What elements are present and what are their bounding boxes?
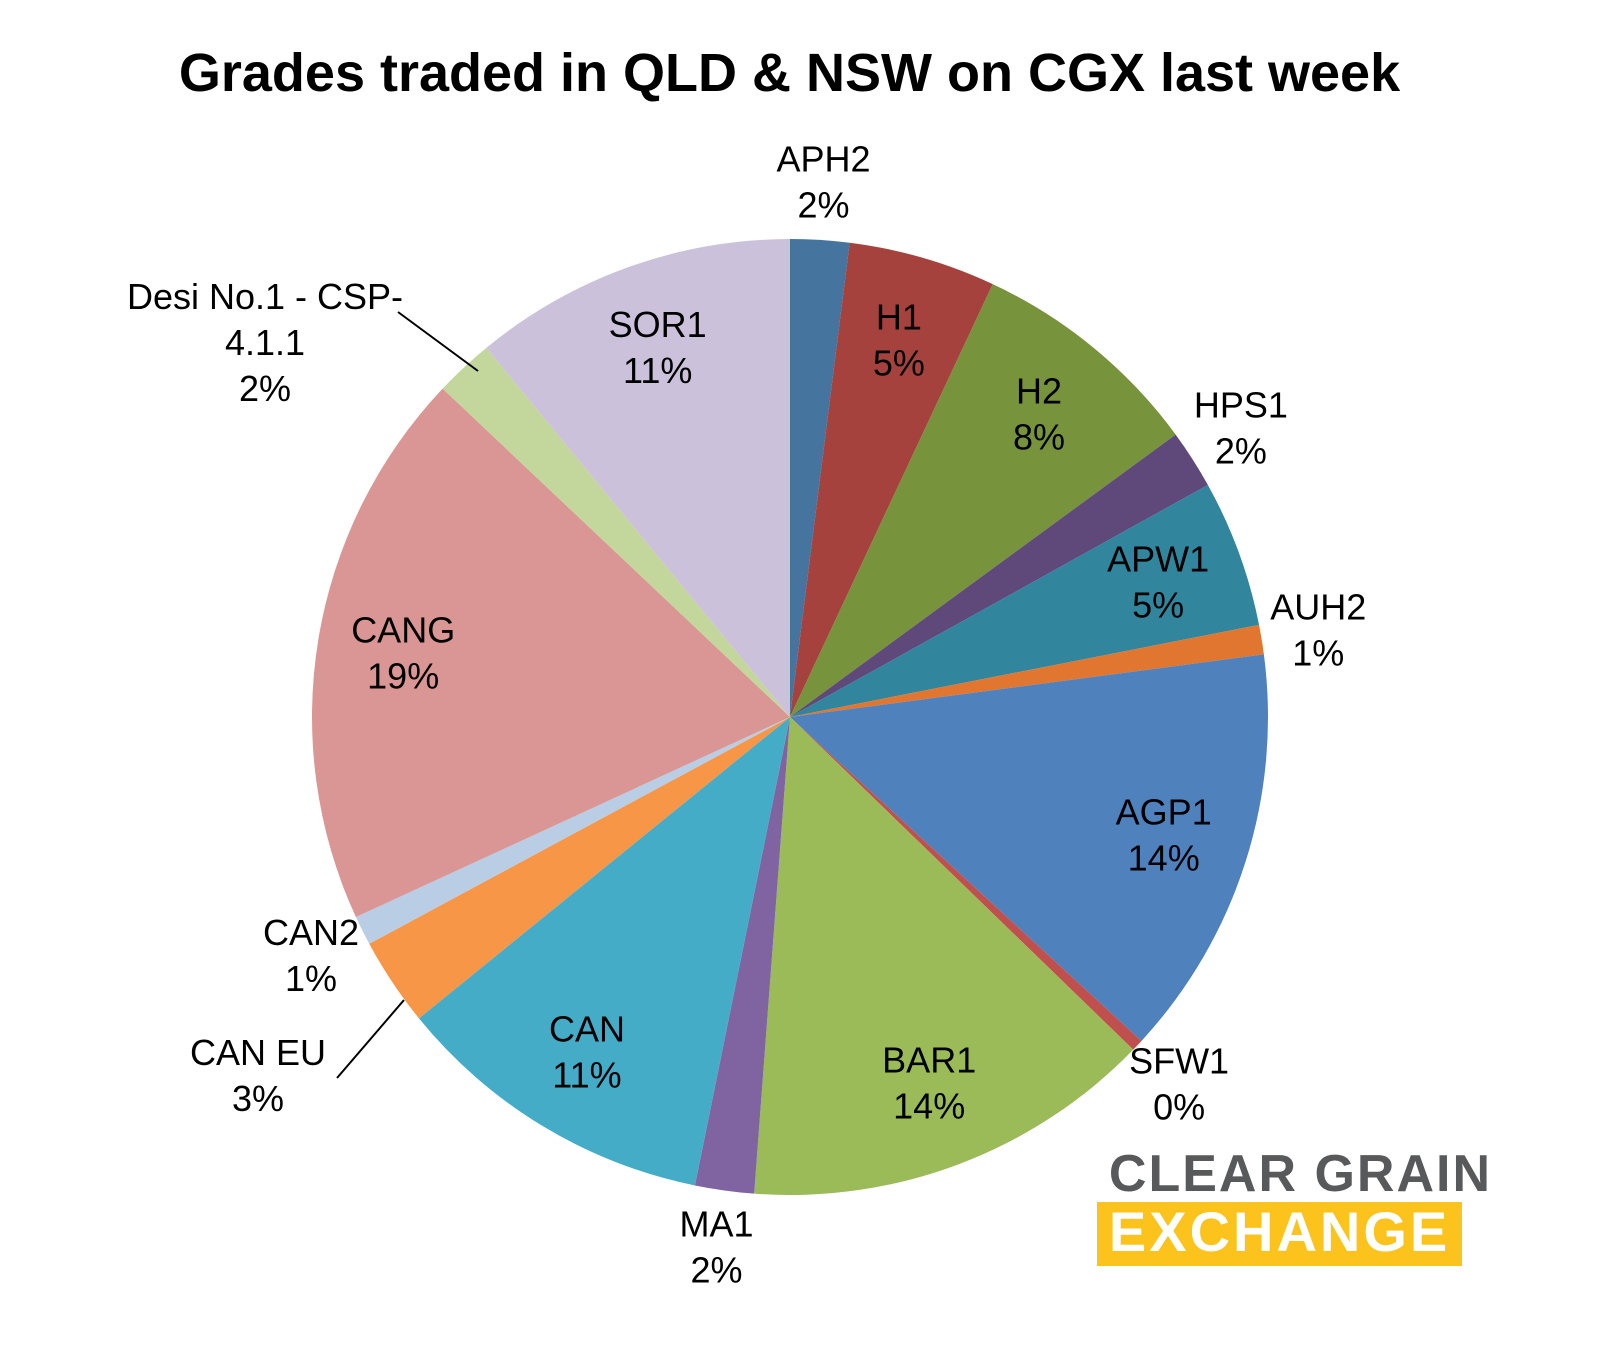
slice-label-auh2: AUH2 1% xyxy=(1270,586,1366,673)
slice-label-h1: H1 5% xyxy=(873,297,925,384)
slice-label-can2: CAN2 1% xyxy=(263,912,359,999)
pie-slice-h2 xyxy=(790,284,1176,717)
pie-slice-h1 xyxy=(790,242,993,718)
slice-label-apw1: APW1 5% xyxy=(1107,538,1209,625)
slice-label-can: CAN 11% xyxy=(549,1008,625,1095)
pie-slice-can2 xyxy=(355,717,790,944)
pie-slice-auh2 xyxy=(790,624,1264,717)
pie-slice-ma1 xyxy=(694,717,790,1194)
leader-line-desi-no-1-csp-4-1-1 xyxy=(397,311,479,372)
pie-slice-bar1 xyxy=(754,717,1134,1195)
slice-label-hps1: HPS1 2% xyxy=(1194,384,1288,471)
pie-slice-can-eu xyxy=(369,717,790,1019)
slice-label-h2: H2 8% xyxy=(1013,370,1065,457)
logo-exchange-text: EXCHANGE xyxy=(1096,1202,1463,1266)
pie-slice-desi-no-1-csp-4-1-1 xyxy=(442,347,790,717)
leader-line-can-eu xyxy=(336,999,405,1079)
slice-label-can-eu: CAN EU 3% xyxy=(190,1032,326,1119)
slice-label-agp1: AGP1 14% xyxy=(1116,791,1212,878)
slice-label-aph2: APH2 2% xyxy=(776,139,870,226)
pie-slice-sfw1 xyxy=(790,717,1142,1050)
slice-label-desi-no-1-csp-4-1-1: Desi No.1 - CSP-4.1.1 2% xyxy=(127,276,403,409)
pie-slice-sor1 xyxy=(486,239,790,717)
logo-clear-grain-text: CLEAR GRAIN xyxy=(1108,1145,1492,1204)
pie-slice-apw1 xyxy=(790,484,1260,717)
cgx-logo: CLEAR GRAIN EXCHANGE xyxy=(1096,1145,1504,1266)
pie-slice-agp1 xyxy=(790,654,1269,1041)
slice-label-sfw1: SFW1 0% xyxy=(1129,1041,1229,1128)
slice-label-cang: CANG 19% xyxy=(351,610,455,697)
slice-label-ma1: MA1 2% xyxy=(679,1203,753,1290)
chart-title: Grades traded in QLD & NSW on CGX last w… xyxy=(178,43,1401,103)
slice-label-sor1: SOR1 11% xyxy=(609,304,707,391)
pie-slice-can xyxy=(418,717,790,1186)
pie-slice-aph2 xyxy=(790,239,850,717)
slice-label-bar1: BAR1 14% xyxy=(882,1039,976,1126)
pie-slice-hps1 xyxy=(790,434,1208,717)
pie-slice-cang xyxy=(312,388,790,918)
